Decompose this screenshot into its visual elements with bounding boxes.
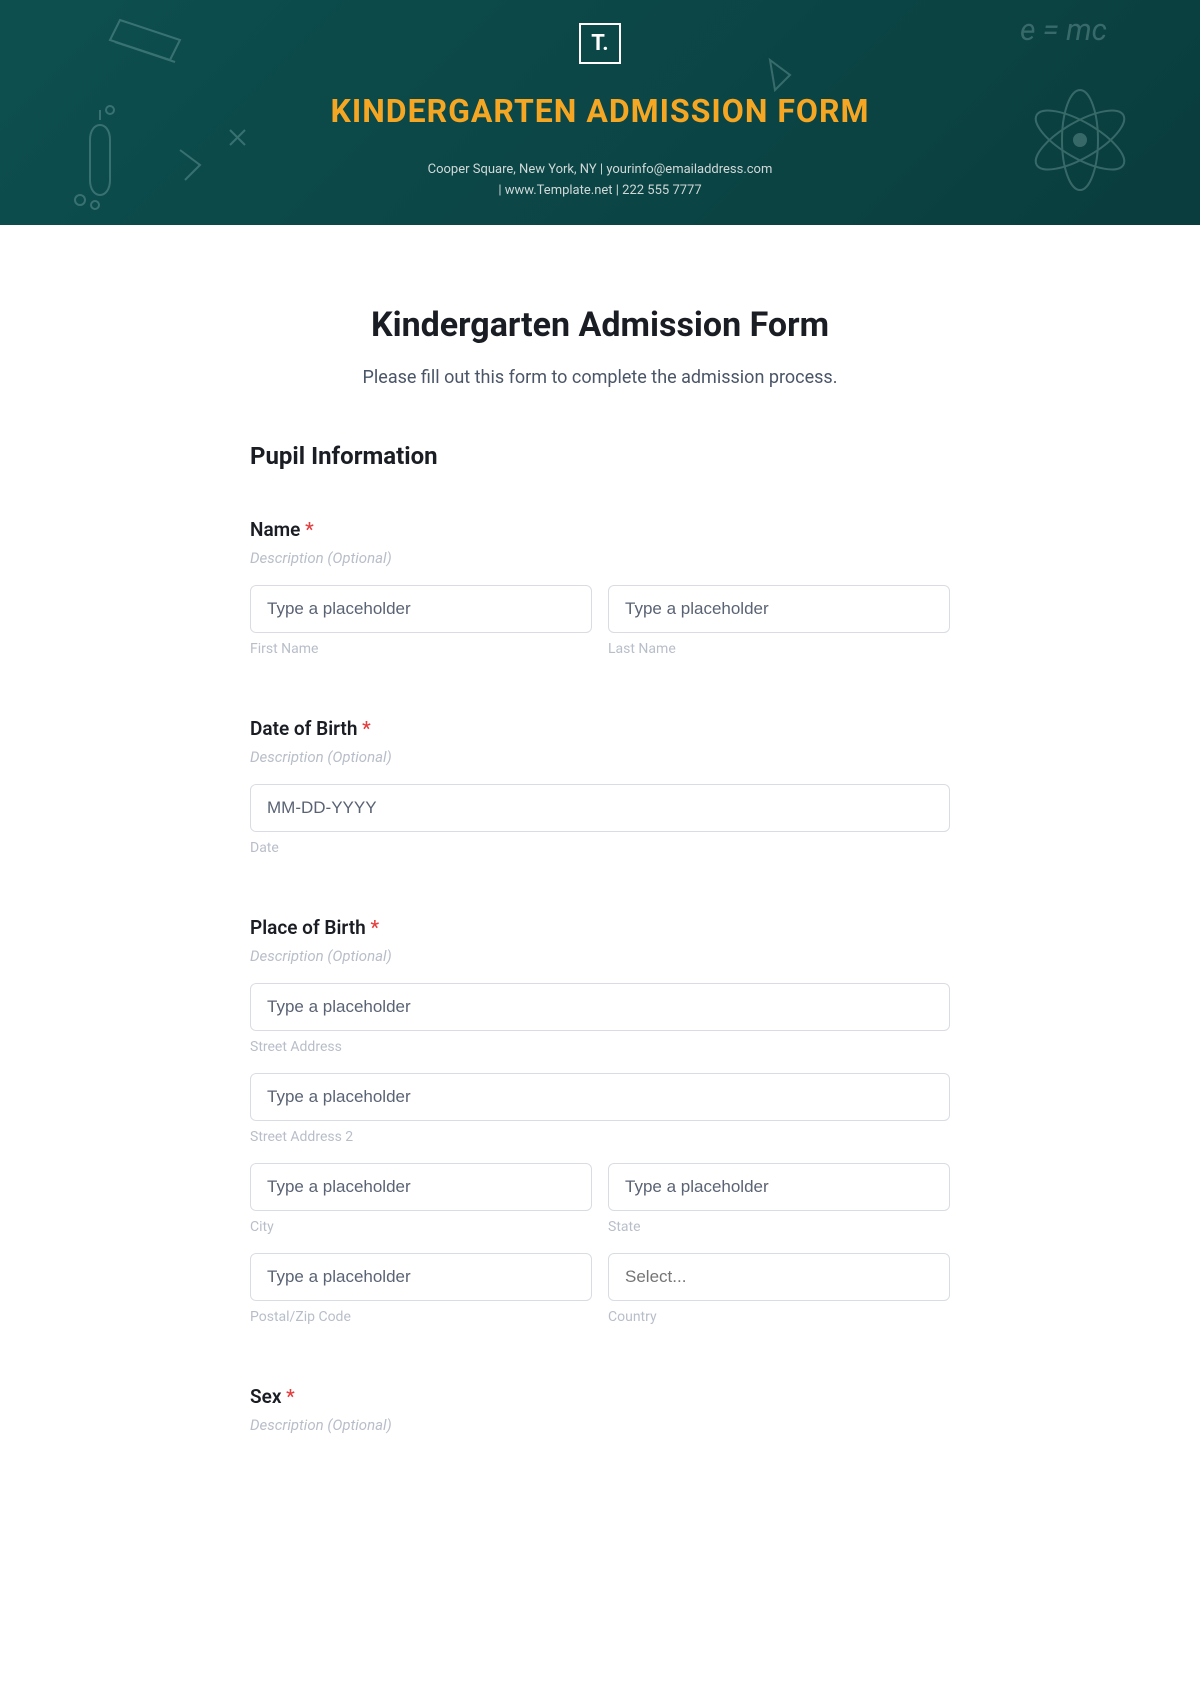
last-name-sub-label: Last Name [608, 641, 950, 657]
street-address-input[interactable] [250, 983, 950, 1031]
field-label-pob: Place of Birth * [250, 916, 950, 939]
postal-input[interactable] [250, 1253, 592, 1301]
street-address-2-sub-label: Street Address 2 [250, 1129, 950, 1145]
first-name-input[interactable] [250, 585, 592, 633]
form-subtitle: Please fill out this form to complete th… [250, 367, 950, 388]
required-star: * [362, 717, 371, 740]
field-group-place-of-birth: Place of Birth * Description (Optional) … [250, 916, 950, 1325]
first-name-col: First Name [250, 585, 592, 657]
dob-input-wrapper: Date [250, 784, 950, 856]
country-col: Country [608, 1253, 950, 1325]
state-input[interactable] [608, 1163, 950, 1211]
field-group-name: Name * Description (Optional) First Name… [250, 518, 950, 657]
form-header: e = mc T. KINDERGARTEN ADMISSION FORM Co… [0, 0, 1200, 225]
country-sub-label: Country [608, 1309, 950, 1325]
pob-label-text: Place of Birth [250, 916, 366, 939]
street-address-sub-label: Street Address [250, 1039, 950, 1055]
sex-label-text: Sex [250, 1385, 281, 1408]
state-col: State [608, 1163, 950, 1235]
city-sub-label: City [250, 1219, 592, 1235]
section-heading-pupil: Pupil Information [250, 442, 950, 470]
required-star: * [286, 1385, 295, 1408]
country-select[interactable] [608, 1253, 950, 1301]
field-group-dob: Date of Birth * Description (Optional) D… [250, 717, 950, 856]
field-label-dob: Date of Birth * [250, 717, 950, 740]
field-label-name: Name * [250, 518, 950, 541]
dob-sub-label: Date [250, 840, 950, 856]
state-sub-label: State [608, 1219, 950, 1235]
postal-sub-label: Postal/Zip Code [250, 1309, 592, 1325]
city-state-row: City State [250, 1163, 950, 1235]
name-input-row: First Name Last Name [250, 585, 950, 657]
svg-text:e = mc: e = mc [1020, 13, 1107, 48]
form-title: Kindergarten Admission Form [250, 305, 950, 345]
postal-country-row: Postal/Zip Code Country [250, 1253, 950, 1325]
street-address-2-wrapper: Street Address 2 [250, 1073, 950, 1145]
required-star: * [305, 518, 314, 541]
postal-col: Postal/Zip Code [250, 1253, 592, 1325]
city-input[interactable] [250, 1163, 592, 1211]
pob-description: Description (Optional) [250, 947, 950, 965]
city-col: City [250, 1163, 592, 1235]
dob-input[interactable] [250, 784, 950, 832]
form-container: Kindergarten Admission Form Please fill … [190, 225, 1010, 1534]
dob-description: Description (Optional) [250, 748, 950, 766]
required-star: * [370, 916, 379, 939]
last-name-col: Last Name [608, 585, 950, 657]
name-description: Description (Optional) [250, 549, 950, 567]
street-address-2-input[interactable] [250, 1073, 950, 1121]
field-group-sex: Sex * Description (Optional) [250, 1385, 950, 1434]
name-label-text: Name [250, 518, 300, 541]
header-doodle-bg: e = mc [0, 0, 1200, 225]
street-address-wrapper: Street Address [250, 983, 950, 1055]
first-name-sub-label: First Name [250, 641, 592, 657]
last-name-input[interactable] [608, 585, 950, 633]
sex-description: Description (Optional) [250, 1416, 950, 1434]
dob-label-text: Date of Birth [250, 717, 357, 740]
field-label-sex: Sex * [250, 1385, 950, 1408]
